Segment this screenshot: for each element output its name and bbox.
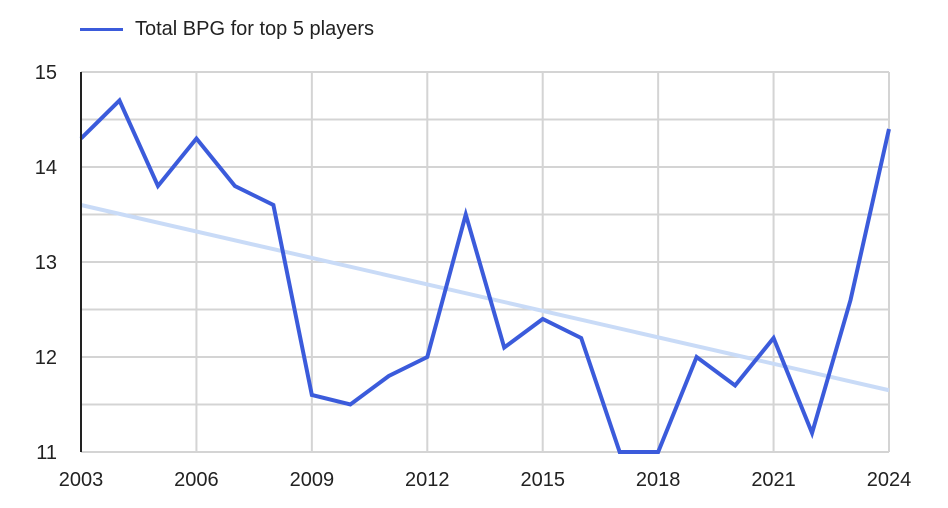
chart-grid [80,71,890,453]
data-series [79,97,891,454]
x-tick-label: 2012 [405,469,450,491]
x-tick-label: 2009 [290,469,335,491]
x-tick-label: 2003 [59,469,104,491]
legend-line-swatch [80,27,123,31]
trendline-path [80,203,890,393]
x-tick-label: 2006 [174,469,219,491]
y-tick-label: 15 [35,62,57,84]
x-tick-label: 2021 [751,469,796,491]
y-axis-ticks: 11 12 13 14 15 [35,62,57,464]
legend-label: Total BPG for top 5 players [135,17,375,40]
y-tick-label: 12 [35,347,57,369]
x-tick-label: 2018 [636,469,681,491]
y-tick-label: 14 [35,157,57,179]
series-line [79,97,891,454]
x-tick-label: 2024 [867,469,912,491]
y-tick-label: 11 [36,442,57,464]
y-tick-label: 13 [35,252,57,274]
trendline [80,203,890,393]
chart-legend: Total BPG for top 5 players [80,16,374,42]
x-axis-ticks: 2003 2006 2009 2012 2015 2018 2021 2024 [59,469,912,491]
x-tick-label: 2015 [520,469,565,491]
